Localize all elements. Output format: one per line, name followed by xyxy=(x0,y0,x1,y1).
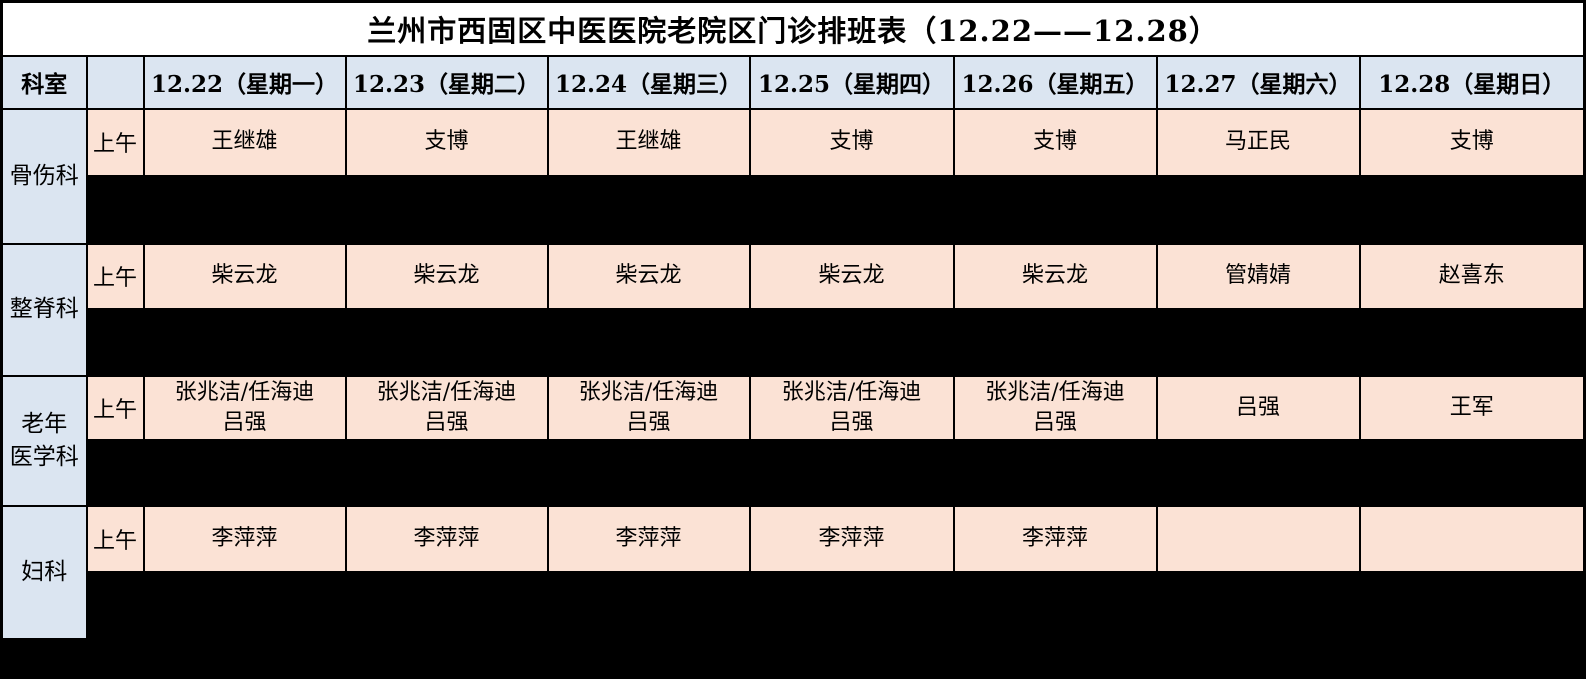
department-name: 妇科 xyxy=(0,504,88,640)
empty-header-cell xyxy=(85,54,145,110)
schedule-row-afternoon-blackout xyxy=(2,307,1586,377)
schedule-cell: 赵喜东 xyxy=(1358,242,1586,310)
schedule-cell: 柴云龙 xyxy=(748,242,955,310)
schedule-cell: 支博 xyxy=(748,107,955,177)
blackout-cell xyxy=(85,174,1586,245)
bottom-blackout-cell xyxy=(0,637,1586,679)
schedule-cell: 柴云龙 xyxy=(546,242,751,310)
schedule-row-morning: 老年 医学科 上午 张兆洁/任海迪 吕强 张兆洁/任海迪 吕强 张兆洁/任海迪 … xyxy=(0,374,1586,507)
schedule-cell: 李萍萍 xyxy=(142,504,347,573)
schedule-row-morning: 整脊科 上午 柴云龙 柴云龙 柴云龙 柴云龙 柴云龙 管婧婧 赵喜东 xyxy=(0,242,1586,377)
header-row: 科室 12.22（星期一） 12.23（星期二） 12.24（星期三） 12.2… xyxy=(0,54,1586,110)
period-label: 上午 xyxy=(85,107,145,177)
blackout-cell xyxy=(85,438,1586,507)
title-row: 兰州市西固区中医医院老院区门诊排班表（12.22——12.28） xyxy=(0,0,1586,57)
schedule-cell: 张兆洁/任海迪 吕强 xyxy=(952,374,1158,441)
schedule-cell: 张兆洁/任海迪 吕强 xyxy=(142,374,347,441)
schedule-cell: 张兆洁/任海迪 吕强 xyxy=(344,374,549,441)
schedule-cell: 王继雄 xyxy=(142,107,347,177)
schedule-cell: 张兆洁/任海迪 吕强 xyxy=(546,374,751,441)
schedule-cell: 柴云龙 xyxy=(142,242,347,310)
department-name: 骨伤科 xyxy=(0,107,88,245)
day-header-mon: 12.22（星期一） xyxy=(142,54,347,110)
schedule-cell: 管婧婧 xyxy=(1155,242,1361,310)
day-header-wed: 12.24（星期三） xyxy=(546,54,751,110)
schedule-row-morning: 骨伤科 上午 王继雄 支博 王继雄 支博 支博 马正民 支博 xyxy=(0,107,1586,245)
schedule-cell xyxy=(1155,504,1361,573)
schedule-row-afternoon-blackout xyxy=(2,438,1586,507)
schedule-row-morning: 妇科 上午 李萍萍 李萍萍 李萍萍 李萍萍 李萍萍 xyxy=(0,504,1586,640)
page-title: 兰州市西固区中医医院老院区门诊排班表（12.22——12.28） xyxy=(0,0,1586,57)
schedule-cell: 王继雄 xyxy=(546,107,751,177)
schedule-cell: 支博 xyxy=(1358,107,1586,177)
department-name: 老年 医学科 xyxy=(0,374,88,507)
dept-column-header: 科室 xyxy=(0,54,88,110)
schedule-cell: 张兆洁/任海迪 吕强 xyxy=(748,374,955,441)
schedule-cell: 王军 xyxy=(1358,374,1586,441)
period-label: 上午 xyxy=(85,242,145,310)
day-header-fri: 12.26（星期五） xyxy=(952,54,1158,110)
schedule-cell: 支博 xyxy=(344,107,549,177)
schedule-row-afternoon-blackout xyxy=(2,570,1586,640)
schedule-cell: 马正民 xyxy=(1155,107,1361,177)
day-header-sun: 12.28（星期日） xyxy=(1358,54,1586,110)
day-header-thu: 12.25（星期四） xyxy=(748,54,955,110)
schedule-row-afternoon-blackout xyxy=(2,174,1586,245)
schedule-cell: 李萍萍 xyxy=(748,504,955,573)
day-header-tue: 12.23（星期二） xyxy=(344,54,549,110)
schedule-cell: 吕强 xyxy=(1155,374,1361,441)
period-label: 上午 xyxy=(85,374,145,441)
schedule-cell: 柴云龙 xyxy=(952,242,1158,310)
schedule-cell: 支博 xyxy=(952,107,1158,177)
day-header-sat: 12.27（星期六） xyxy=(1155,54,1361,110)
schedule-cell: 柴云龙 xyxy=(344,242,549,310)
period-label: 上午 xyxy=(85,504,145,573)
schedule-cell: 李萍萍 xyxy=(952,504,1158,573)
bottom-blackout-row xyxy=(0,637,1586,679)
blackout-cell xyxy=(85,307,1586,377)
schedule-cell: 李萍萍 xyxy=(546,504,751,573)
blackout-cell xyxy=(85,570,1586,640)
department-name: 整脊科 xyxy=(0,242,88,377)
schedule-cell: 李萍萍 xyxy=(344,504,549,573)
schedule-cell xyxy=(1358,504,1586,573)
